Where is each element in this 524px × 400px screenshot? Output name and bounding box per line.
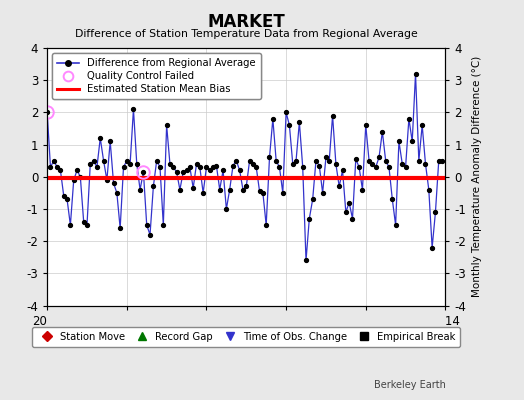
Legend: Difference from Regional Average, Quality Control Failed, Estimated Station Mean: Difference from Regional Average, Qualit… — [52, 53, 261, 99]
Legend: Station Move, Record Gap, Time of Obs. Change, Empirical Break: Station Move, Record Gap, Time of Obs. C… — [32, 326, 461, 346]
Text: Difference of Station Temperature Data from Regional Average: Difference of Station Temperature Data f… — [75, 29, 418, 39]
Text: Berkeley Earth: Berkeley Earth — [374, 380, 445, 390]
Y-axis label: Monthly Temperature Anomaly Difference (°C): Monthly Temperature Anomaly Difference (… — [472, 56, 482, 298]
Text: MARKET: MARKET — [208, 13, 285, 31]
